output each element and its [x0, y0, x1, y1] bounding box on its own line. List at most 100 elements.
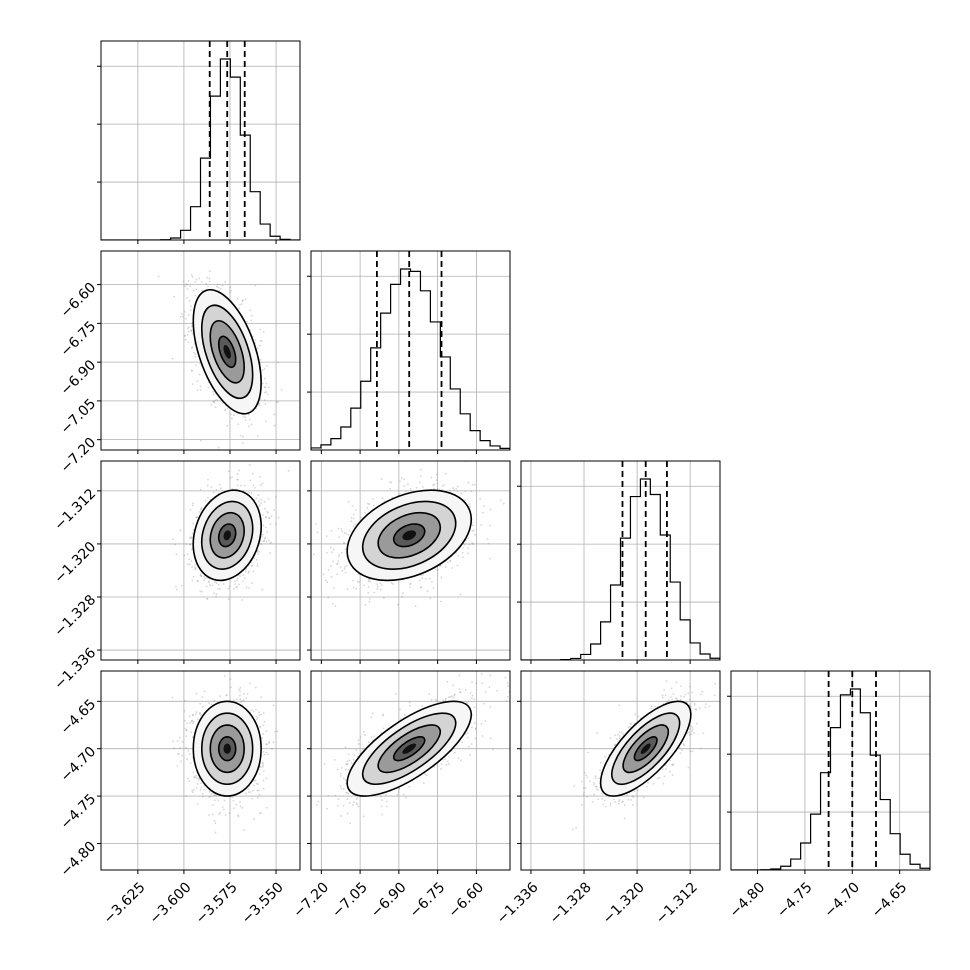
sample-point [429, 577, 431, 580]
sample-point [194, 281, 197, 283]
sample-point [199, 573, 202, 575]
sample-point [237, 583, 240, 586]
sample-point [499, 499, 502, 502]
sample-point [189, 537, 192, 540]
sample-point [474, 533, 476, 536]
sample-point [190, 330, 193, 333]
sample-point [212, 400, 215, 403]
sample-point [266, 393, 269, 395]
sample-point [203, 788, 206, 791]
sample-point [246, 320, 248, 323]
sample-point [380, 478, 383, 480]
sample-point [287, 469, 290, 472]
sample-point [242, 415, 245, 418]
sample-point [186, 563, 189, 566]
sample-point [231, 476, 234, 479]
sample-point [171, 538, 174, 541]
sample-point [258, 404, 261, 407]
sample-point [258, 789, 260, 792]
sample-point [186, 777, 189, 780]
sample-point [364, 603, 367, 606]
sample-point [408, 586, 411, 588]
sample-point [269, 552, 272, 555]
sample-point [223, 799, 226, 802]
sample-point [187, 341, 190, 344]
sample-point [376, 587, 379, 590]
contour-2 [209, 319, 245, 384]
sample-point [243, 693, 245, 695]
sample-point [193, 776, 195, 779]
sample-point [218, 588, 221, 591]
sample-point [215, 488, 218, 491]
sample-point [360, 516, 363, 519]
sample-point [356, 580, 359, 583]
sample-point [229, 476, 231, 479]
sample-point [264, 507, 266, 510]
sample-point [239, 434, 242, 437]
sample-point [265, 382, 268, 385]
sample-point [489, 508, 492, 511]
sample-point [189, 722, 191, 724]
sample-point [221, 401, 224, 404]
sample-point [248, 425, 250, 428]
sample-point [269, 542, 272, 545]
sample-point [330, 551, 333, 554]
sample-point [186, 327, 189, 330]
sample-point [263, 368, 266, 371]
sample-point [429, 597, 432, 600]
sample-point [200, 782, 202, 785]
sample-point [256, 796, 259, 799]
sample-point [241, 442, 244, 445]
contour-0 [192, 489, 262, 582]
sample-point [367, 586, 370, 588]
sample-point [222, 583, 225, 585]
sample-point [207, 580, 210, 583]
panel-2-2 [517, 461, 720, 664]
sample-point [256, 565, 259, 567]
sample-point [332, 548, 335, 551]
sample-point [270, 515, 273, 518]
sample-point [471, 542, 474, 545]
sample-point [214, 406, 217, 409]
sample-point [224, 408, 227, 411]
sample-point [265, 751, 268, 754]
sample-point [202, 795, 204, 798]
sample-point [212, 393, 215, 396]
sample-point [456, 485, 459, 488]
panel-2-1 [307, 461, 510, 664]
sample-point [259, 328, 261, 331]
sample-point [345, 532, 348, 535]
sample-point [205, 282, 208, 285]
panel-body [312, 461, 510, 608]
contour-1 [200, 500, 254, 570]
sample-point [183, 310, 186, 313]
sample-point [207, 496, 209, 499]
sample-point [200, 280, 203, 283]
sample-point [457, 554, 460, 557]
sample-point [207, 285, 209, 288]
sample-point [367, 578, 370, 581]
sample-point [263, 539, 266, 542]
sample-point [312, 553, 315, 556]
sample-point [342, 541, 345, 544]
sample-point [199, 711, 201, 714]
sample-point [218, 483, 221, 486]
sample-point [198, 277, 201, 280]
sample-point [397, 603, 399, 606]
sample-point [192, 502, 194, 505]
sample-point [191, 369, 193, 372]
sample-point [239, 690, 242, 693]
sample-point [260, 498, 263, 501]
sample-point [189, 543, 192, 546]
sample-point [277, 516, 280, 519]
sample-point [322, 573, 325, 576]
sample-point [230, 413, 232, 416]
sample-point [219, 487, 222, 490]
sample-point [240, 484, 242, 487]
sample-point [229, 686, 232, 689]
sample-point [466, 552, 469, 555]
sample-point [196, 380, 199, 382]
sample-point [341, 530, 344, 533]
sample-point [206, 484, 209, 487]
sample-point [344, 548, 347, 550]
